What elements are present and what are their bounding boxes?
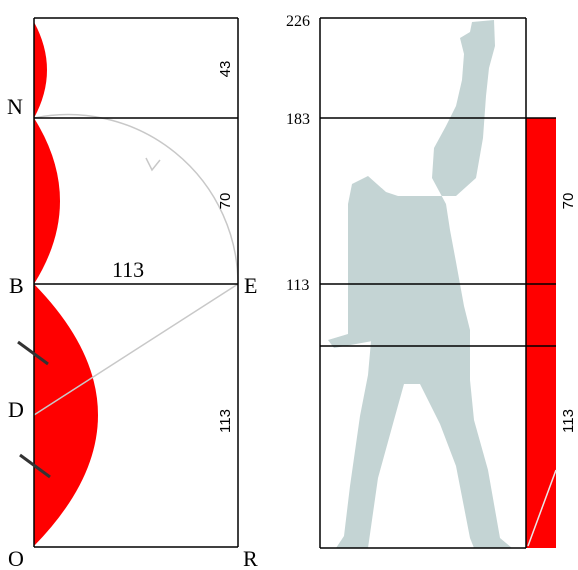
dimension-middle: 70 (217, 193, 234, 210)
arc-arrowhead (145, 157, 161, 172)
tick-label-226: 226 (286, 13, 310, 30)
dimension-bottom: 113 (217, 409, 234, 433)
tick-mark-lower (19, 453, 51, 479)
red-lune-bottom (34, 284, 98, 546)
tick-label-113: 113 (286, 277, 309, 294)
arc-n-to-e (33, 113, 239, 285)
red-bar-diagonal (527, 469, 557, 547)
red-lune-middle (34, 118, 60, 284)
tick-mark-upper (17, 340, 49, 366)
dimension-top: 43 (217, 61, 234, 78)
red-bar (526, 118, 556, 548)
diagonal-d-to-e (33, 283, 239, 416)
left-panel: N B D O E R 113 43 70 113 (7, 17, 258, 570)
label-d: D (8, 397, 24, 422)
right-panel: 226 183 113 70 113 (286, 13, 577, 549)
red-lune-top (34, 22, 47, 118)
bar-label-113: 113 (560, 409, 577, 433)
label-n: N (7, 94, 23, 119)
bar-label-70: 70 (560, 193, 577, 210)
dimension-width: 113 (112, 257, 144, 282)
tick-label-183: 183 (286, 111, 310, 128)
label-b: B (9, 273, 24, 298)
label-o: O (8, 546, 24, 570)
label-e: E (244, 273, 257, 298)
label-r: R (243, 546, 258, 570)
